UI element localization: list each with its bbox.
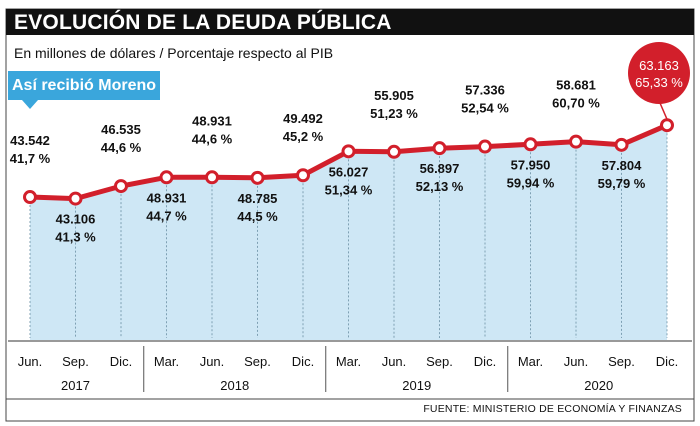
year-label: 2020 xyxy=(584,378,613,393)
badge-pointer xyxy=(22,100,38,109)
x-tick-label: Sep. xyxy=(426,354,453,369)
data-point xyxy=(387,144,401,159)
data-point xyxy=(296,168,310,183)
data-point xyxy=(159,170,174,185)
x-tick-label: Sep. xyxy=(608,354,635,369)
x-tick-label: Jun. xyxy=(564,354,589,369)
data-point xyxy=(250,170,265,185)
x-tick-label: Jun. xyxy=(18,354,43,369)
year-label: 2017 xyxy=(61,378,90,393)
data-point xyxy=(614,137,629,152)
chart-title: EVOLUCIÓN DE LA DEUDA PÚBLICA xyxy=(14,11,392,34)
x-tick-label: Dic. xyxy=(110,354,132,369)
data-point xyxy=(660,118,674,133)
data-point xyxy=(478,139,492,154)
data-point xyxy=(205,170,219,185)
data-label-percent: 60,70 % xyxy=(552,96,600,111)
data-label-percent: 45,2 % xyxy=(283,129,324,144)
title-bar: EVOLUCIÓN DE LA DEUDA PÚBLICA xyxy=(6,9,694,35)
data-point xyxy=(569,134,583,149)
data-label-amount: 57.950 xyxy=(511,157,551,172)
data-label-amount: 43.542 xyxy=(10,133,50,148)
x-tick-label: Dic. xyxy=(292,354,314,369)
data-label-percent: 41,7 % xyxy=(10,151,51,166)
x-tick-label: Dic. xyxy=(474,354,496,369)
x-tick-label: Mar. xyxy=(154,354,179,369)
moreno-badge: Así recibió Moreno xyxy=(8,71,160,100)
x-tick-label: Jun. xyxy=(200,354,225,369)
data-label-amount: 46.535 xyxy=(101,122,141,137)
data-label-percent: 52,54 % xyxy=(461,101,509,116)
data-label-amount: 48.931 xyxy=(147,190,187,205)
data-label-amount: 58.681 xyxy=(556,78,596,93)
data-label-amount: 63.163 xyxy=(639,58,679,73)
data-label-amount: 57.804 xyxy=(602,158,643,173)
chart-subtitle: En millones de dólares / Porcentaje resp… xyxy=(14,45,334,61)
data-label-percent: 59,79 % xyxy=(598,176,646,191)
data-label-amount: 56.027 xyxy=(329,164,369,179)
year-label: 2018 xyxy=(220,378,249,393)
data-label-percent: 51,34 % xyxy=(325,182,373,197)
x-tick-label: Mar. xyxy=(518,354,543,369)
data-label-percent: 44,5 % xyxy=(237,209,278,224)
x-tick-label: Sep. xyxy=(244,354,271,369)
data-point xyxy=(341,144,356,159)
data-label-amount: 43.106 xyxy=(56,212,96,227)
data-point xyxy=(114,179,128,194)
data-label-amount: 49.492 xyxy=(283,111,323,126)
data-label-amount: 55.905 xyxy=(374,88,414,103)
x-tick-label: Mar. xyxy=(336,354,361,369)
data-label-percent: 65,33 % xyxy=(635,75,683,90)
data-label-percent: 44,6 % xyxy=(192,131,233,146)
data-point xyxy=(432,141,447,156)
data-point xyxy=(68,191,83,206)
data-label-percent: 51,23 % xyxy=(370,106,418,121)
data-point xyxy=(23,190,37,205)
source-note: FUENTE: MINISTERIO DE ECONOMÍA Y FINANZA… xyxy=(423,403,682,415)
x-tick-label: Jun. xyxy=(382,354,407,369)
data-label-percent: 59,94 % xyxy=(507,175,555,190)
x-tick-label: Sep. xyxy=(62,354,89,369)
data-label-percent: 41,3 % xyxy=(55,230,96,245)
data-point xyxy=(523,137,538,152)
year-label: 2019 xyxy=(402,378,431,393)
data-label-amount: 57.336 xyxy=(465,83,505,98)
data-label-percent: 52,13 % xyxy=(416,179,464,194)
data-label-percent: 44,6 % xyxy=(101,140,142,155)
data-label-percent: 44,7 % xyxy=(146,208,187,223)
data-label-amount: 48.785 xyxy=(238,191,278,206)
highlight-connector xyxy=(659,102,668,120)
highlight-bubble xyxy=(628,42,690,104)
x-tick-label: Dic. xyxy=(656,354,678,369)
data-label-amount: 56.897 xyxy=(420,161,460,176)
data-label-amount: 48.931 xyxy=(192,113,232,128)
